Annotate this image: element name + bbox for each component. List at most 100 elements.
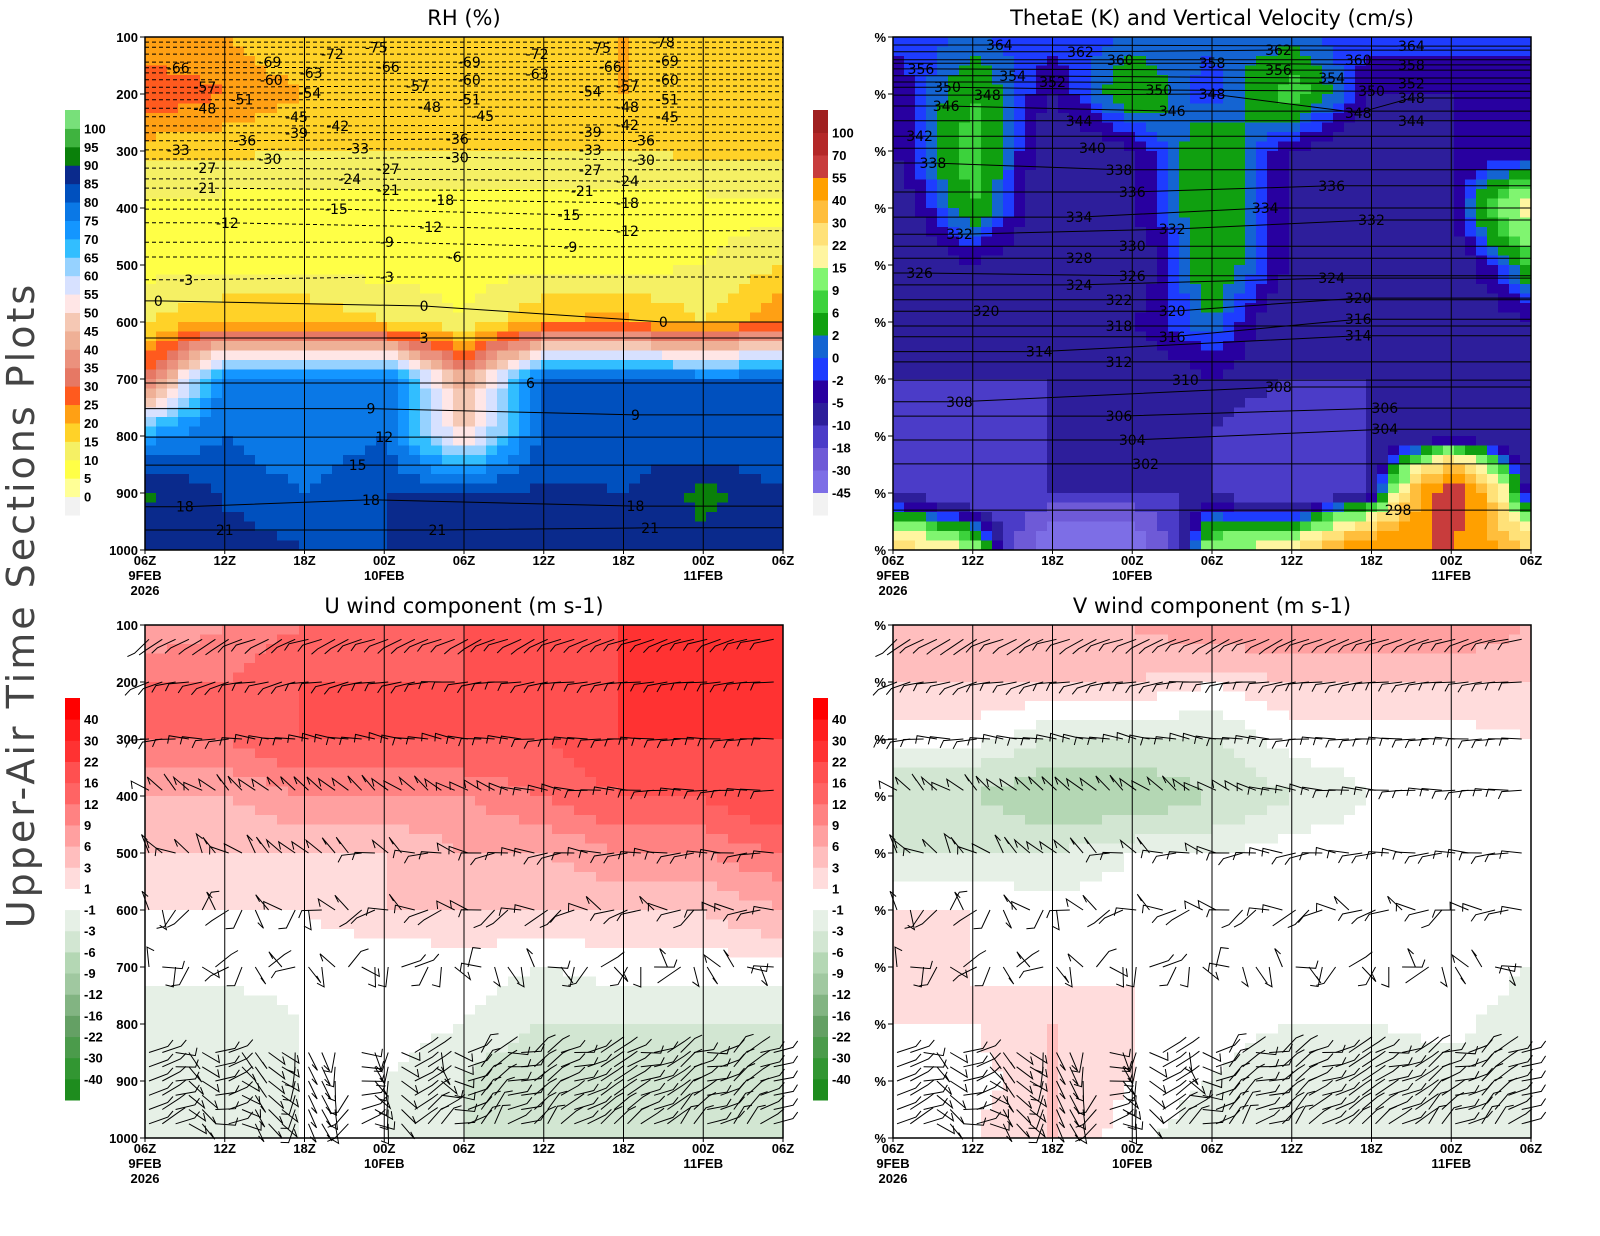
field-cell bbox=[486, 265, 498, 276]
field-cell bbox=[409, 407, 421, 418]
field-cell bbox=[1476, 227, 1488, 238]
field-cell bbox=[1289, 217, 1301, 228]
field-cell bbox=[1476, 151, 1488, 162]
field-cell bbox=[464, 322, 476, 333]
field-cell bbox=[376, 65, 388, 76]
field-cell bbox=[530, 493, 542, 504]
field-cell bbox=[189, 122, 201, 133]
field-cell bbox=[420, 94, 432, 105]
field-cell bbox=[1487, 84, 1499, 95]
field-cell bbox=[651, 284, 663, 295]
field-cell bbox=[1388, 198, 1400, 209]
field-cell bbox=[1036, 217, 1048, 228]
field-cell bbox=[233, 483, 245, 494]
field-cell bbox=[574, 274, 586, 285]
field-cell bbox=[1410, 141, 1422, 152]
field-cell bbox=[222, 407, 234, 418]
field-cell bbox=[1113, 103, 1125, 114]
field-cell bbox=[904, 37, 916, 48]
field-cell bbox=[442, 474, 454, 485]
field-cell bbox=[1278, 208, 1290, 219]
field-cell bbox=[1212, 179, 1224, 190]
field-cell bbox=[387, 113, 399, 124]
field-cell bbox=[409, 141, 421, 152]
field-cell bbox=[266, 84, 278, 95]
field-cell bbox=[717, 236, 729, 247]
field-cell bbox=[662, 483, 674, 494]
field-cell bbox=[574, 493, 586, 504]
field-cell bbox=[453, 160, 465, 171]
field-cell bbox=[145, 141, 157, 152]
field-cell bbox=[629, 151, 641, 162]
field-cell bbox=[332, 122, 344, 133]
field-cell bbox=[442, 360, 454, 371]
field-cell bbox=[684, 160, 696, 171]
field-cell bbox=[728, 170, 740, 181]
field-cell bbox=[1388, 189, 1400, 200]
field-cell bbox=[1190, 103, 1202, 114]
field-cell bbox=[365, 369, 377, 380]
field-cell bbox=[475, 265, 487, 276]
field-cell bbox=[1036, 132, 1048, 143]
field-cell bbox=[222, 236, 234, 247]
field-cell bbox=[1014, 274, 1026, 285]
field-cell bbox=[277, 312, 289, 323]
field-cell bbox=[376, 236, 388, 247]
field-cell bbox=[365, 388, 377, 399]
field-cell bbox=[662, 113, 674, 124]
field-cell bbox=[167, 388, 179, 399]
field-cell bbox=[519, 208, 531, 219]
field-cell bbox=[1344, 255, 1356, 266]
field-cell bbox=[750, 502, 762, 513]
field-cell bbox=[596, 407, 608, 418]
field-cell bbox=[1223, 293, 1235, 304]
field-cell bbox=[343, 502, 355, 513]
field-cell bbox=[541, 198, 553, 209]
field-cell bbox=[332, 227, 344, 238]
field-cell bbox=[244, 170, 256, 181]
field-cell bbox=[156, 502, 168, 513]
field-cell bbox=[717, 502, 729, 513]
field-cell bbox=[706, 160, 718, 171]
field-cell bbox=[486, 198, 498, 209]
field-cell bbox=[1212, 265, 1224, 276]
field-cell bbox=[1212, 236, 1224, 247]
field-cell bbox=[475, 227, 487, 238]
field-cell bbox=[640, 217, 652, 228]
field-cell bbox=[1465, 103, 1477, 114]
field-cell bbox=[1399, 284, 1411, 295]
field-cell bbox=[343, 198, 355, 209]
field-cell bbox=[200, 445, 212, 456]
field-cell bbox=[431, 113, 443, 124]
field-cell bbox=[684, 388, 696, 399]
field-cell bbox=[695, 521, 707, 532]
field-cell bbox=[497, 274, 509, 285]
field-cell bbox=[1157, 151, 1169, 162]
field-cell bbox=[508, 464, 520, 475]
field-cell bbox=[464, 350, 476, 361]
field-cell bbox=[409, 312, 421, 323]
field-cell bbox=[189, 417, 201, 428]
field-cell bbox=[530, 369, 542, 380]
field-cell bbox=[662, 189, 674, 200]
field-cell bbox=[211, 284, 223, 295]
field-cell bbox=[178, 141, 190, 152]
field-cell bbox=[497, 293, 509, 304]
field-cell bbox=[200, 37, 212, 48]
field-cell bbox=[1311, 94, 1323, 105]
field-cell bbox=[585, 46, 597, 57]
field-cell bbox=[1091, 274, 1103, 285]
field-cell bbox=[1190, 132, 1202, 143]
field-cell bbox=[739, 426, 751, 437]
field-cell bbox=[277, 246, 289, 257]
field-cell bbox=[486, 65, 498, 76]
x-tick-label: 00Z bbox=[692, 553, 714, 568]
contour-label: -66 bbox=[599, 60, 622, 76]
field-cell bbox=[706, 331, 718, 342]
field-cell bbox=[563, 303, 575, 314]
field-cell bbox=[1245, 84, 1257, 95]
field-cell bbox=[684, 236, 696, 247]
field-cell bbox=[1399, 246, 1411, 257]
field-cell bbox=[728, 521, 740, 532]
field-cell bbox=[673, 84, 685, 95]
